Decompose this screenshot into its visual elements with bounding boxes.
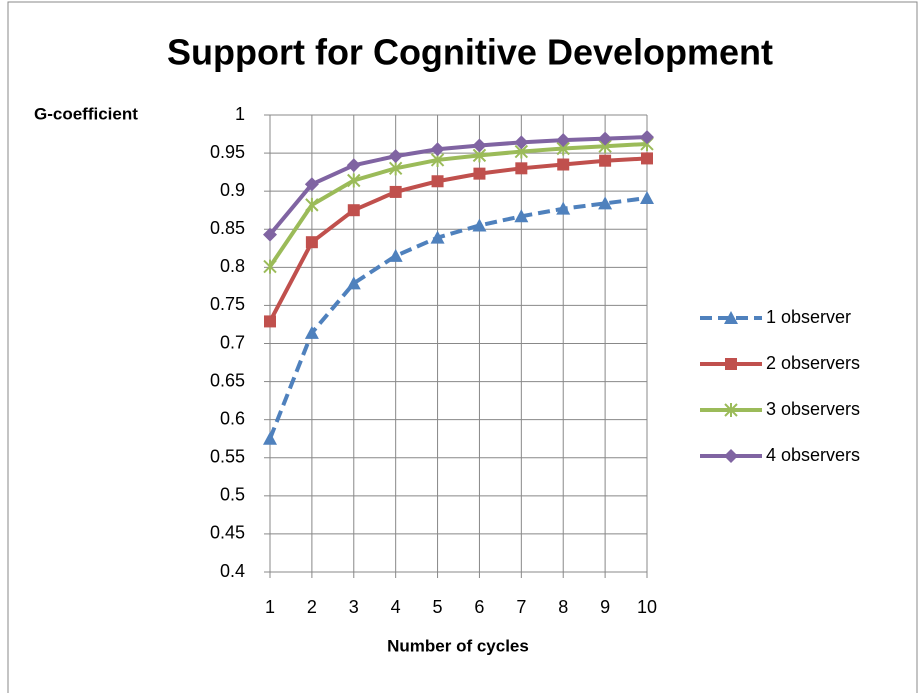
x-tick-label: 8 [558, 597, 568, 617]
marker [389, 185, 402, 198]
marker [599, 154, 612, 167]
x-tick-label: 9 [600, 597, 610, 617]
marker [514, 135, 529, 150]
legend-label: 3 observers [766, 399, 860, 419]
x-tick-label: 2 [307, 597, 317, 617]
marker [514, 209, 529, 223]
marker [346, 158, 361, 173]
marker [388, 149, 403, 164]
marker [263, 227, 277, 242]
marker [640, 130, 654, 145]
series-line [268, 135, 648, 236]
series-line [268, 196, 648, 440]
y-tick-label: 0.8 [220, 256, 245, 276]
x-tick-label: 6 [474, 597, 484, 617]
x-tick-label: 1 [265, 597, 275, 617]
marker [388, 161, 403, 176]
marker [598, 131, 613, 146]
marker [263, 259, 277, 274]
y-tick-label: 0.45 [210, 523, 245, 543]
marker [598, 196, 613, 210]
marker [472, 138, 487, 153]
legend-marker [724, 449, 738, 463]
marker [431, 175, 444, 188]
y-tick-label: 1 [235, 104, 245, 124]
legend-label: 1 observer [766, 307, 851, 327]
marker [347, 204, 360, 217]
series-line [268, 141, 648, 268]
y-tick-label: 0.75 [210, 294, 245, 314]
x-tick-label: 4 [391, 597, 401, 617]
marker [305, 197, 319, 212]
x-axis-label: Number of cycles [387, 636, 529, 655]
y-tick-label: 0.95 [210, 142, 245, 162]
legend-marker [724, 311, 738, 324]
y-tick-label: 0.4 [220, 561, 245, 581]
marker [515, 162, 528, 175]
y-tick-label: 0.85 [210, 218, 245, 238]
x-tick-label: 3 [349, 597, 359, 617]
x-tick-label: 10 [637, 597, 657, 617]
marker [430, 142, 445, 157]
marker [347, 173, 361, 188]
marker [346, 276, 361, 290]
marker [304, 177, 319, 192]
marker [388, 248, 403, 262]
marker [264, 315, 276, 328]
legend-label: 2 observers [766, 353, 860, 373]
y-tick-label: 0.7 [220, 332, 245, 352]
marker [641, 152, 653, 165]
marker [472, 218, 487, 232]
marker [556, 201, 571, 215]
marker [430, 230, 445, 244]
chart-frame [7, 1, 918, 693]
marker [473, 167, 486, 180]
series-line [268, 156, 648, 323]
marker [640, 191, 654, 205]
y-tick-label: 0.5 [220, 485, 245, 505]
y-tick-label: 0.65 [210, 370, 245, 390]
legend-marker [725, 358, 737, 370]
chart-title: Support for Cognitive Development [167, 32, 773, 73]
legend-label: 4 observers [766, 445, 860, 465]
marker [304, 325, 319, 339]
marker [263, 431, 277, 445]
y-tick-label: 0.6 [220, 408, 245, 428]
legend-marker [724, 403, 738, 417]
marker [557, 158, 570, 171]
x-tick-label: 5 [433, 597, 443, 617]
y-axis-label: G-coefficient [34, 104, 138, 123]
y-tick-label: 0.55 [210, 447, 245, 467]
y-tick-label: 0.9 [220, 180, 245, 200]
x-tick-label: 7 [516, 597, 526, 617]
marker [556, 133, 571, 148]
marker [305, 236, 318, 249]
